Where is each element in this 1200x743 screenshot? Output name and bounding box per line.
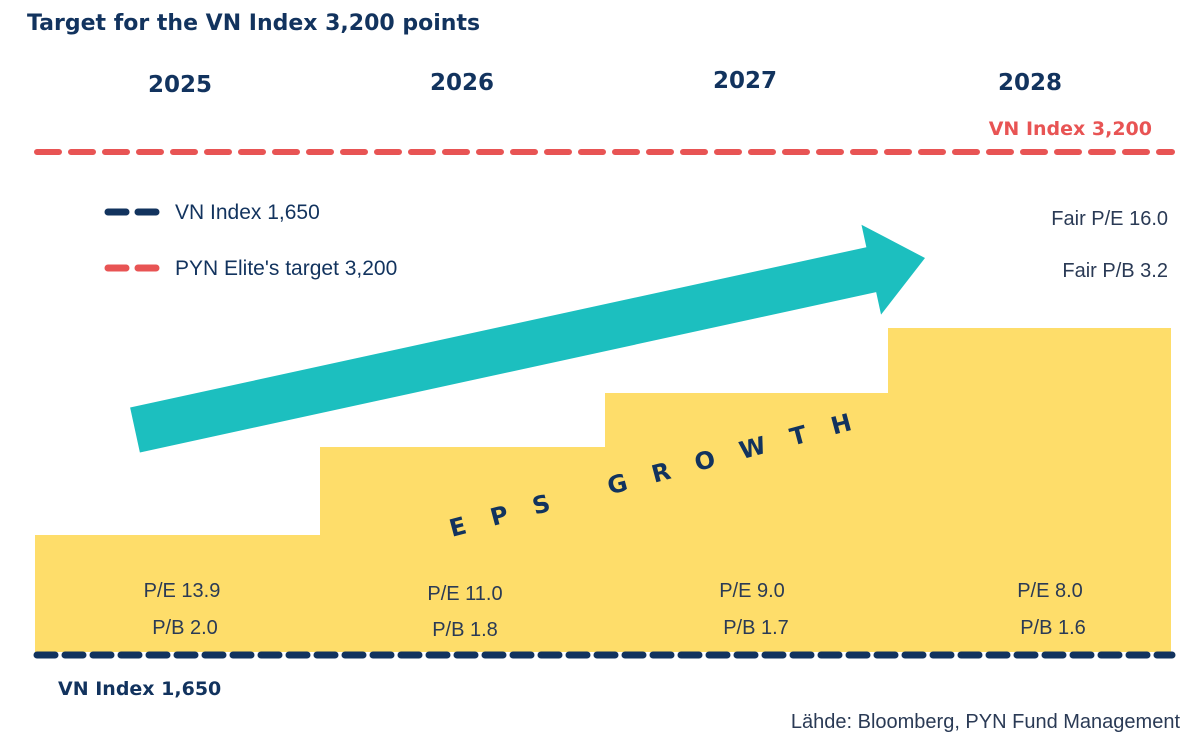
pe-label: P/E 9.0 <box>719 580 785 602</box>
pb-label: P/B 2.0 <box>152 617 218 639</box>
chart-title: Target for the VN Index 3,200 points <box>27 11 480 36</box>
source-note: Lähde: Bloomberg, PYN Fund Management <box>791 711 1181 733</box>
pe-label: P/E 13.9 <box>144 580 221 602</box>
year-label: 2027 <box>713 68 777 94</box>
year-label: 2028 <box>998 70 1062 96</box>
legend-label: PYN Elite's target 3,200 <box>175 257 397 280</box>
legend-label: VN Index 1,650 <box>175 201 320 224</box>
legend: VN Index 1,650 PYN Elite's target 3,200 <box>104 201 397 280</box>
eps-step-bar <box>605 393 889 652</box>
eps-step-bar <box>888 328 1171 652</box>
valuation-labels: P/E 13.9 P/B 2.0 P/E 11.0 P/B 1.8 P/E 9.… <box>144 580 1086 641</box>
year-labels: 2025 2026 2027 2028 <box>148 68 1062 98</box>
eps-steps <box>35 328 1171 652</box>
current-line-label: VN Index 1,650 <box>58 678 221 700</box>
target-line-label: VN Index 3,200 <box>989 118 1152 140</box>
year-label: 2025 <box>148 72 212 98</box>
eps-step-bar <box>320 447 606 652</box>
year-label: 2026 <box>430 70 494 96</box>
pb-label: P/B 1.8 <box>432 619 498 641</box>
fair-pb-label: Fair P/B 3.2 <box>1062 260 1168 282</box>
growth-arrow <box>130 224 925 453</box>
pb-label: P/B 1.7 <box>723 617 789 639</box>
fair-pe-label: Fair P/E 16.0 <box>1051 208 1168 230</box>
pb-label: P/B 1.6 <box>1020 617 1086 639</box>
eps-step-bar <box>35 535 321 652</box>
pe-label: P/E 11.0 <box>427 583 502 605</box>
pe-label: P/E 8.0 <box>1017 580 1083 602</box>
